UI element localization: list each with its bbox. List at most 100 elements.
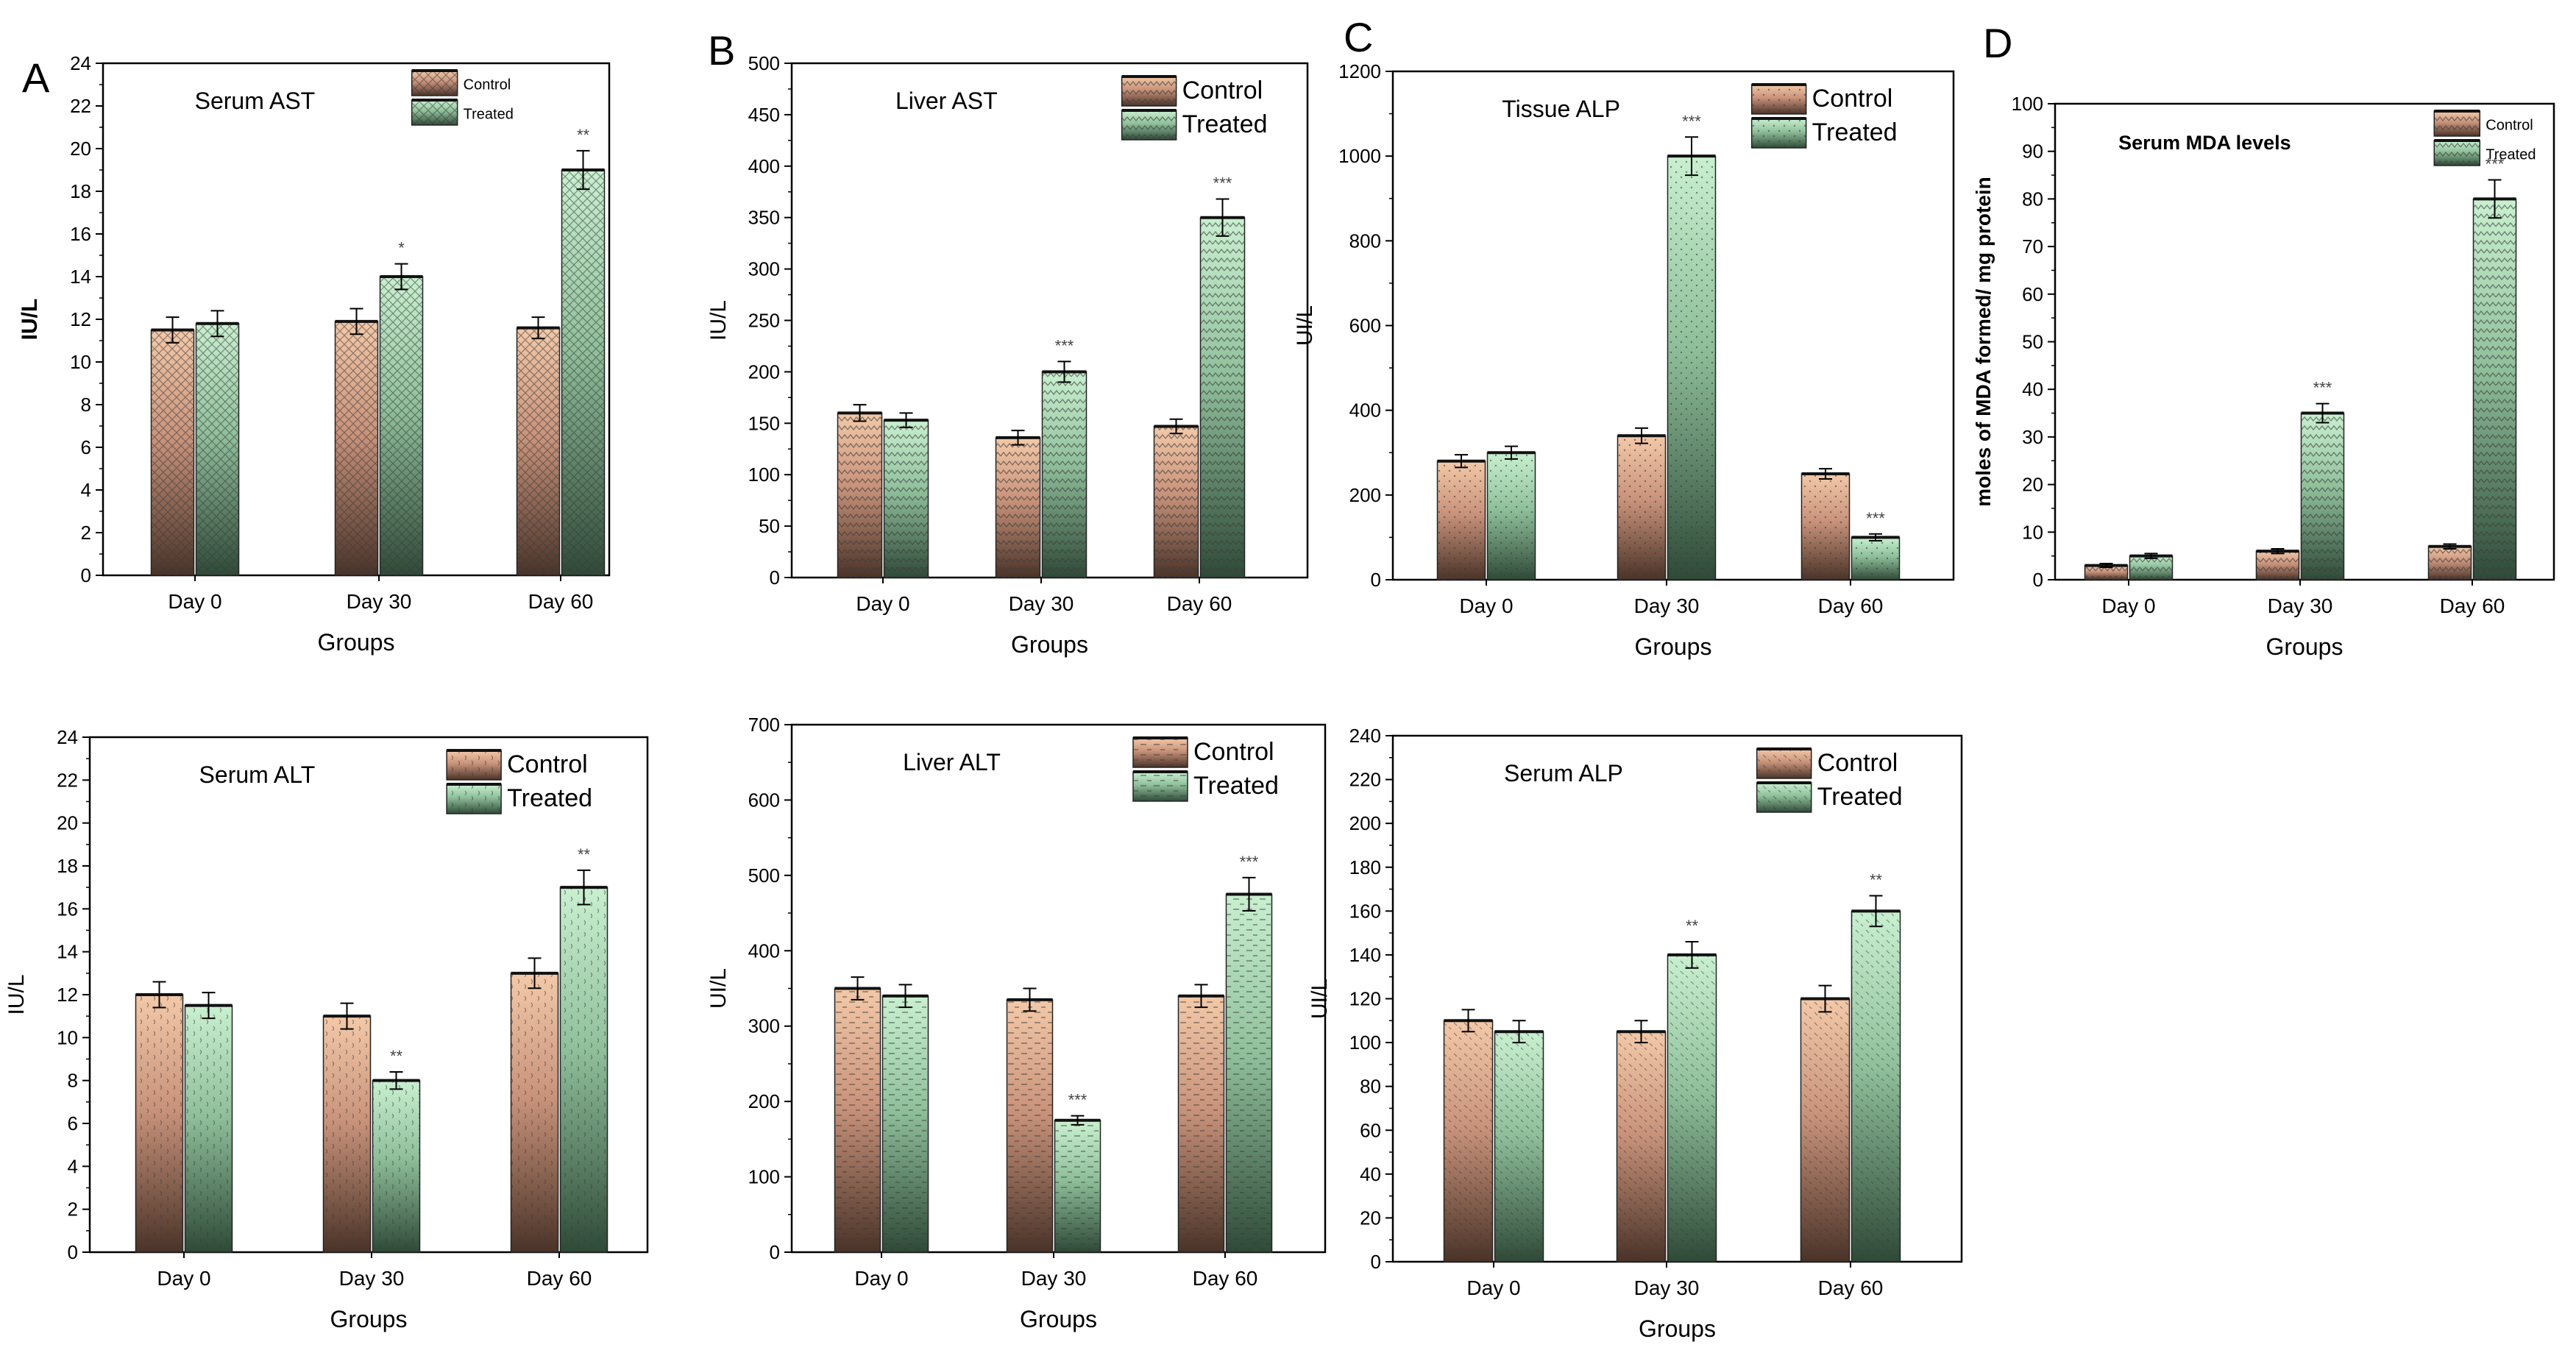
x-axis-label: Groups: [1635, 633, 1712, 660]
y-tick-label: 100: [2012, 93, 2043, 115]
bar-treated-day-60-texture: [1226, 894, 1272, 1252]
x-tick-label: Day 30: [347, 590, 412, 613]
significance-marker: **: [1686, 917, 1699, 935]
panel-serum-alt: Serum ALT IU/L Groups 024681012141618202…: [4, 726, 649, 1332]
x-tick-label: Day 60: [1167, 592, 1232, 615]
bar-treated-day-30-texture: [380, 277, 423, 575]
y-tick-label: 20: [2022, 474, 2043, 496]
x-tick-label: Day 0: [1459, 594, 1513, 617]
x-axis-label: Groups: [2266, 633, 2343, 660]
bar-treated-day-30-texture: [1054, 1120, 1101, 1252]
x-axis-label: Groups: [330, 1306, 408, 1332]
bar-treated-day-60-texture: [560, 887, 608, 1252]
y-tick-label: 60: [1360, 1119, 1381, 1141]
y-tick-label: 18: [70, 180, 91, 202]
y-tick-label: 140: [1349, 944, 1381, 966]
y-tick-label: 10: [70, 351, 91, 373]
y-tick-label: 250: [748, 310, 780, 332]
significance-marker: ***: [1682, 112, 1701, 130]
x-tick-label: Day 60: [527, 1267, 592, 1290]
x-tick-label: Day 30: [1021, 1267, 1087, 1290]
y-tick-label: 200: [1349, 812, 1381, 834]
y-tick-label: 120: [1349, 988, 1381, 1010]
legend-swatch-control-texture: [1121, 77, 1177, 106]
legend-label-control: Control: [1817, 749, 1898, 777]
bar-control-day-60-texture: [517, 327, 560, 575]
x-axis-label: Groups: [318, 629, 395, 656]
significance-marker: *: [398, 239, 405, 257]
y-tick-label: 4: [68, 1155, 78, 1177]
y-tick-label: 20: [70, 138, 91, 160]
chart-title: Serum ALP: [1504, 760, 1623, 786]
legend-swatch-control-texture: [2434, 111, 2480, 136]
y-tick-label: 0: [1371, 1251, 1381, 1273]
bar-control-day-0-texture: [151, 330, 194, 575]
bar-control-day-30-texture: [1007, 999, 1053, 1252]
x-tick-label: Day 60: [1818, 1276, 1884, 1299]
bar-treated-day-30-texture: [1042, 372, 1087, 578]
y-tick-label: 24: [70, 52, 91, 74]
chart-title: Serum MDA levels: [2118, 132, 2291, 154]
x-tick-label: Day 30: [2268, 594, 2333, 617]
bar-control-day-0-texture: [135, 995, 183, 1252]
significance-marker: **: [577, 126, 590, 144]
x-tick-label: Day 60: [2440, 594, 2505, 617]
x-tick-label: Day 0: [856, 592, 909, 615]
legend-swatch-control-texture: [411, 71, 458, 96]
bar-control-day-60-texture: [2428, 546, 2472, 580]
bar-control-day-30-texture: [1617, 1031, 1666, 1262]
y-tick-label: 150: [748, 412, 780, 434]
y-tick-label: 10: [2022, 521, 2043, 543]
y-tick-label: 30: [2022, 426, 2043, 448]
y-tick-label: 2: [68, 1198, 78, 1221]
significance-marker: **: [390, 1047, 403, 1065]
y-tick-label: 500: [748, 52, 780, 74]
chart-title: Tissue ALP: [1502, 96, 1620, 122]
y-tick-label: 300: [748, 1015, 780, 1037]
y-tick-label: 12: [70, 308, 91, 330]
y-tick-label: 200: [748, 1090, 780, 1112]
legend: Control Treated: [1132, 736, 1279, 802]
y-tick-label: 300: [748, 258, 780, 280]
y-tick-label: 600: [748, 789, 780, 811]
bar-treated-day-60-texture: [1851, 911, 1901, 1262]
bar-control-day-60-texture: [1801, 474, 1850, 580]
y-tick-label: 6: [81, 436, 91, 458]
legend: Control Treated: [1121, 75, 1268, 141]
y-axis-label: IU/L: [18, 299, 42, 341]
x-tick-label: Day 30: [339, 1267, 405, 1290]
x-tick-label: Day 0: [168, 590, 221, 613]
x-axis-label: Groups: [1020, 1306, 1097, 1332]
panel-liver-ast: B Liver AST IU/L Groups 0 50 100 150 200 250 3…: [706, 27, 1309, 658]
bar-control-day-60-texture: [511, 973, 558, 1252]
y-tick-label: 8: [81, 394, 91, 416]
y-tick-label: 16: [70, 223, 91, 245]
significance-marker: **: [578, 845, 591, 864]
bar-treated-day-30-texture: [372, 1080, 420, 1252]
legend-label-control: Control: [1812, 85, 1893, 113]
y-tick-label: 2: [81, 522, 91, 544]
x-tick-label: Day 30: [1634, 594, 1700, 617]
y-tick-label: 700: [748, 714, 780, 736]
y-tick-label: 50: [759, 515, 780, 537]
bar-control-day-30-texture: [1617, 436, 1666, 580]
bar-treated-day-30-texture: [2301, 413, 2344, 580]
y-tick-label: 400: [1349, 399, 1381, 422]
legend-label-control: Control: [507, 750, 588, 778]
bar-control-day-30-texture: [323, 1016, 371, 1252]
y-tick-label: 200: [1349, 484, 1381, 506]
x-tick-label: Day 60: [1818, 594, 1884, 617]
x-tick-label: Day 60: [1193, 1267, 1258, 1290]
y-tick-label: 1000: [1338, 145, 1381, 167]
bar-treated-day-60-texture: [561, 170, 605, 575]
y-tick-label: 450: [748, 104, 780, 126]
y-tick-label: 0: [2033, 569, 2043, 591]
bar-control-day-0-texture: [1444, 1020, 1493, 1262]
bar-control-day-60-texture: [1154, 426, 1199, 578]
significance-marker: ***: [2313, 379, 2332, 397]
x-tick-label: Day 0: [157, 1267, 210, 1290]
legend-label-treated: Treated: [507, 784, 592, 812]
y-tick-label: 800: [1349, 230, 1381, 252]
y-tick-label: 24: [57, 726, 78, 748]
y-tick-label: 0: [770, 566, 780, 589]
